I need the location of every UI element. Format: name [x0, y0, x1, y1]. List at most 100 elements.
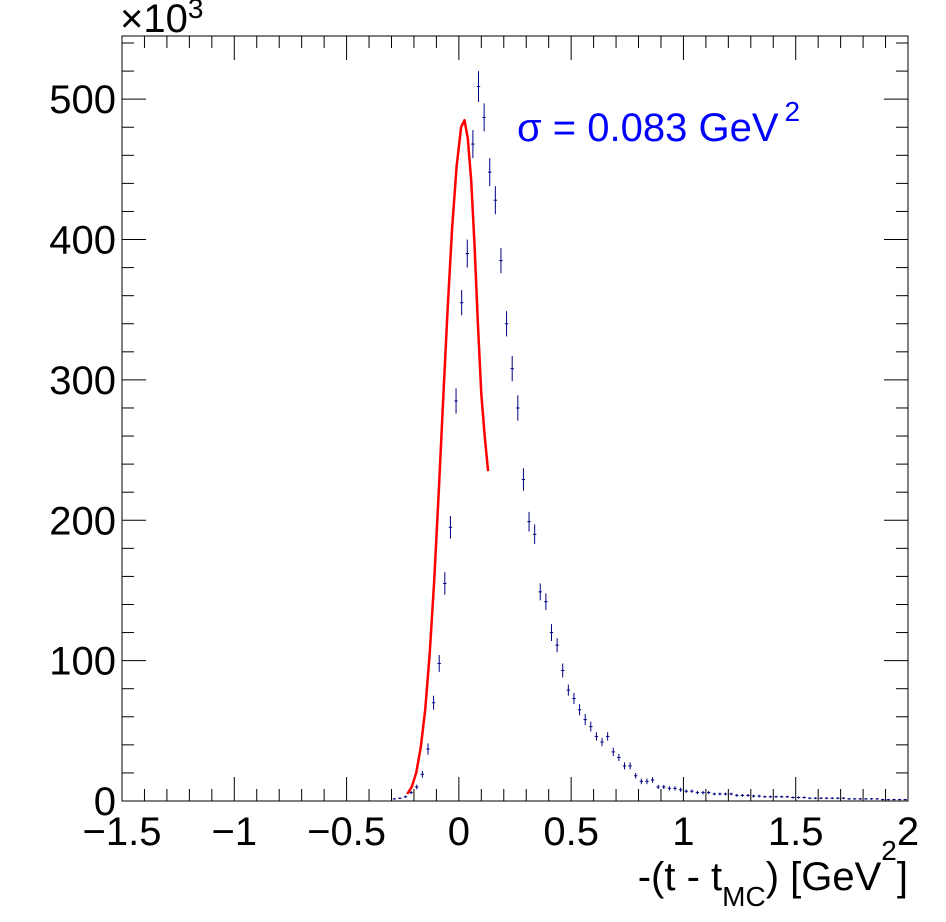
- data-point: [504, 311, 509, 337]
- data-point: [751, 794, 756, 798]
- data-point: [544, 593, 548, 611]
- data-point: [785, 795, 789, 798]
- y-tick-label: 100: [49, 640, 116, 684]
- data-point: [802, 796, 806, 799]
- data-point: [561, 663, 565, 678]
- data-point: [465, 239, 469, 268]
- data-point: [864, 798, 868, 800]
- data-point: [538, 583, 542, 601]
- y-tick-label: 0: [94, 780, 116, 824]
- data-point: [566, 684, 571, 696]
- data-point: [605, 732, 610, 741]
- sigma-annotation: σ = 0.083 GeV 2: [517, 96, 800, 150]
- data-point: [735, 793, 739, 797]
- data-point: [757, 794, 761, 798]
- data-point: [420, 770, 425, 778]
- x-axis-title-suffix: ]: [897, 855, 908, 899]
- data-point: [903, 798, 907, 801]
- data-point: [476, 71, 481, 102]
- plot-frame: [121, 35, 909, 802]
- sigma-annotation-exponent: 2: [785, 96, 801, 127]
- data-point: [510, 356, 514, 382]
- data-point: [813, 797, 818, 800]
- y-tick-label: 300: [49, 359, 116, 403]
- data-point: [673, 786, 677, 791]
- data-point: [875, 798, 879, 800]
- data-point: [459, 290, 464, 316]
- data-point: [667, 786, 672, 791]
- data-point: [684, 789, 688, 793]
- data-point: [471, 130, 475, 159]
- data-point: [409, 790, 413, 795]
- data-point: [426, 743, 430, 755]
- data-point: [437, 655, 441, 672]
- x-axis-title-middle: ) [GeV: [766, 855, 882, 899]
- data-point: [639, 778, 644, 785]
- data-point: [852, 798, 857, 800]
- data-point: [611, 747, 615, 757]
- x-tick-label: 1.5: [768, 810, 824, 854]
- data-point: [746, 793, 750, 797]
- x-tick-label: −1.5: [83, 810, 162, 854]
- data-point: [763, 795, 767, 798]
- data-point: [532, 524, 537, 545]
- data-point: [723, 792, 728, 796]
- data-point: [841, 797, 846, 800]
- data-point: [824, 797, 829, 800]
- data-point: [499, 247, 503, 274]
- data-point: [796, 796, 801, 799]
- data-point: [583, 713, 587, 726]
- data-point: [555, 638, 559, 653]
- data-point: [858, 798, 862, 800]
- x-tick-label: −0.5: [307, 810, 386, 854]
- data-point: [819, 797, 823, 800]
- data-point: [662, 784, 666, 790]
- data-point: [415, 784, 419, 790]
- data-point: [628, 762, 632, 770]
- data-point: [403, 795, 408, 798]
- x-axis-title-prefix: -(t - t: [638, 855, 722, 899]
- data-point: [779, 795, 784, 798]
- data-point: [892, 798, 896, 801]
- data-point: [881, 798, 885, 801]
- data-point: [594, 732, 599, 741]
- data-point: [516, 395, 520, 421]
- x-tick-label: 1: [672, 810, 694, 854]
- y-axis-multiplier: ×103: [120, 0, 203, 41]
- multiplier-base: ×10: [120, 0, 188, 41]
- data-point: [886, 798, 891, 801]
- y-tick-label: 500: [49, 78, 116, 122]
- data-point: [572, 692, 576, 705]
- data-point: [701, 790, 705, 795]
- data-point: [617, 753, 621, 761]
- data-point: [774, 795, 778, 798]
- data-point: [791, 796, 795, 799]
- data-point: [830, 797, 834, 800]
- data-point: [454, 388, 458, 414]
- data-point: [398, 797, 402, 800]
- y-tick-label: 400: [49, 219, 116, 263]
- data-point: [549, 624, 554, 641]
- data-point: [634, 772, 638, 779]
- data-point: [589, 721, 593, 732]
- data-point: [448, 516, 453, 539]
- data-point: [645, 778, 649, 785]
- data-point: [808, 797, 812, 800]
- data-point: [656, 784, 660, 790]
- x-tick-label: 2: [897, 810, 919, 854]
- data-point: [768, 795, 773, 798]
- data-point: [836, 797, 840, 800]
- y-tick-label: 200: [49, 499, 116, 543]
- data-point: [695, 790, 700, 795]
- x-tick-label: −1: [211, 810, 257, 854]
- gaussian-fit-curve: [406, 118, 490, 795]
- data-point: [443, 572, 447, 595]
- data-point: [869, 798, 874, 800]
- x-axis-title-sup: 2: [881, 835, 897, 866]
- data-point: [392, 798, 396, 800]
- data-point: [482, 103, 486, 132]
- data-point: [740, 793, 745, 797]
- data-point: [712, 792, 716, 796]
- data-point: [847, 798, 851, 800]
